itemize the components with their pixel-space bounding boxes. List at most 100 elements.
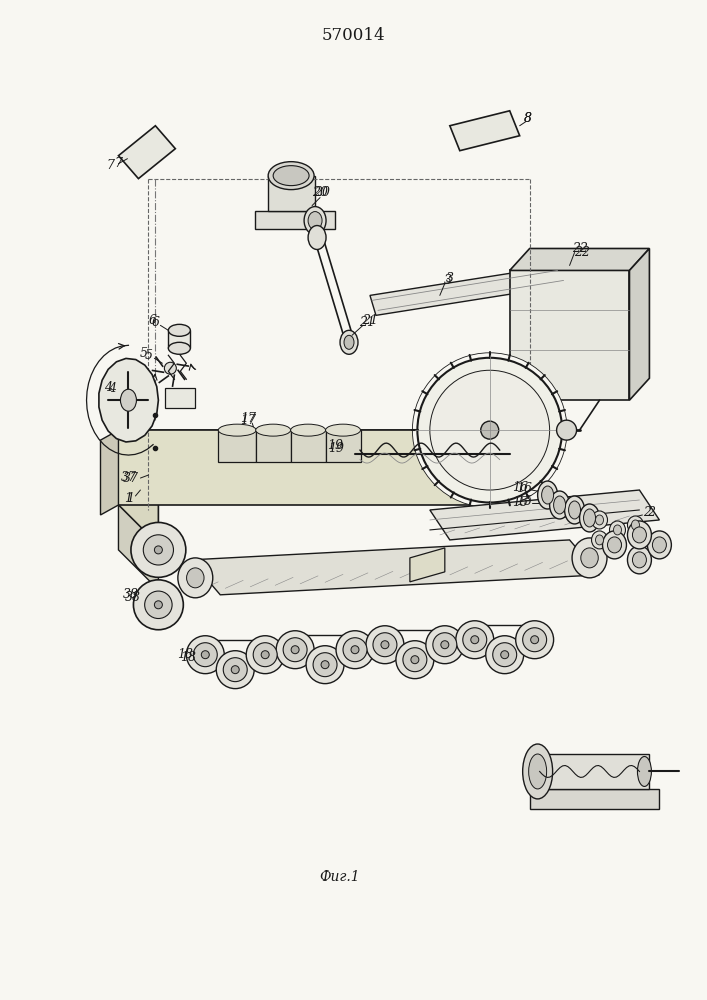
Polygon shape: [370, 265, 566, 315]
Ellipse shape: [131, 522, 186, 577]
Text: 22: 22: [573, 246, 590, 259]
Ellipse shape: [201, 651, 209, 659]
Ellipse shape: [164, 362, 176, 374]
Polygon shape: [534, 754, 650, 789]
Text: 37: 37: [120, 471, 136, 484]
Ellipse shape: [441, 641, 449, 649]
Ellipse shape: [403, 648, 427, 672]
Ellipse shape: [381, 641, 389, 649]
Ellipse shape: [638, 756, 651, 786]
Text: 38: 38: [122, 588, 139, 601]
Ellipse shape: [120, 389, 136, 411]
Text: 16: 16: [515, 482, 532, 495]
Text: 2: 2: [643, 506, 651, 519]
Ellipse shape: [253, 643, 277, 667]
Ellipse shape: [366, 626, 404, 664]
Ellipse shape: [256, 424, 291, 436]
Ellipse shape: [456, 621, 493, 659]
Ellipse shape: [154, 546, 163, 554]
Polygon shape: [119, 430, 539, 470]
Ellipse shape: [609, 521, 626, 539]
Ellipse shape: [554, 496, 566, 514]
Ellipse shape: [542, 486, 554, 504]
Text: 22: 22: [571, 242, 588, 255]
Ellipse shape: [351, 646, 359, 654]
Ellipse shape: [340, 330, 358, 354]
Ellipse shape: [308, 226, 326, 249]
Text: 8: 8: [524, 112, 532, 125]
Ellipse shape: [223, 658, 247, 682]
Ellipse shape: [549, 491, 570, 519]
Text: 20: 20: [314, 186, 330, 199]
Text: 17: 17: [240, 414, 256, 427]
Ellipse shape: [565, 496, 585, 524]
Ellipse shape: [501, 651, 509, 659]
Ellipse shape: [411, 656, 419, 664]
Text: Фиг.1: Фиг.1: [320, 870, 361, 884]
Polygon shape: [291, 430, 326, 462]
Ellipse shape: [313, 653, 337, 677]
Ellipse shape: [276, 631, 314, 669]
Ellipse shape: [633, 527, 646, 543]
Text: 16: 16: [512, 481, 527, 494]
Ellipse shape: [583, 509, 595, 527]
Text: 18: 18: [180, 651, 197, 664]
Ellipse shape: [325, 424, 361, 436]
Text: 15: 15: [512, 496, 527, 509]
Ellipse shape: [193, 643, 217, 667]
Polygon shape: [168, 330, 190, 348]
Ellipse shape: [283, 638, 307, 662]
Polygon shape: [430, 490, 660, 540]
Ellipse shape: [417, 358, 562, 502]
Polygon shape: [510, 248, 650, 270]
Ellipse shape: [268, 162, 314, 190]
Polygon shape: [510, 270, 629, 400]
Text: 4: 4: [108, 382, 117, 395]
Ellipse shape: [614, 540, 621, 550]
Ellipse shape: [308, 212, 322, 230]
Ellipse shape: [522, 628, 547, 652]
Ellipse shape: [430, 370, 549, 490]
Text: 2: 2: [648, 506, 655, 519]
Ellipse shape: [653, 537, 667, 553]
Text: 1: 1: [127, 492, 134, 505]
Ellipse shape: [273, 166, 309, 186]
Text: 21: 21: [359, 316, 375, 329]
Ellipse shape: [412, 353, 567, 507]
Polygon shape: [99, 358, 158, 442]
Text: 7: 7: [115, 157, 122, 170]
Text: 20: 20: [312, 186, 328, 199]
Ellipse shape: [522, 744, 553, 799]
Polygon shape: [450, 111, 520, 151]
Ellipse shape: [216, 651, 255, 689]
Ellipse shape: [343, 638, 367, 662]
Ellipse shape: [144, 535, 173, 565]
Polygon shape: [119, 505, 158, 590]
Ellipse shape: [631, 520, 639, 530]
Ellipse shape: [627, 521, 651, 549]
Text: 37: 37: [122, 472, 139, 485]
Text: 15: 15: [515, 495, 532, 508]
Ellipse shape: [261, 651, 269, 659]
Text: 19: 19: [327, 439, 343, 452]
Text: 4: 4: [105, 381, 112, 394]
Ellipse shape: [595, 535, 604, 545]
Polygon shape: [165, 388, 195, 408]
Ellipse shape: [592, 511, 607, 529]
Ellipse shape: [433, 633, 457, 657]
Ellipse shape: [187, 568, 204, 588]
Ellipse shape: [595, 515, 604, 525]
Ellipse shape: [515, 621, 554, 659]
Polygon shape: [268, 176, 315, 211]
Ellipse shape: [231, 666, 239, 674]
Ellipse shape: [580, 504, 600, 532]
Ellipse shape: [493, 643, 517, 667]
Ellipse shape: [218, 424, 256, 436]
Ellipse shape: [463, 628, 486, 652]
Ellipse shape: [602, 531, 626, 559]
Text: 5: 5: [139, 347, 148, 360]
Ellipse shape: [168, 342, 190, 354]
Polygon shape: [256, 430, 291, 462]
Ellipse shape: [627, 516, 643, 534]
Text: 18: 18: [177, 648, 193, 661]
